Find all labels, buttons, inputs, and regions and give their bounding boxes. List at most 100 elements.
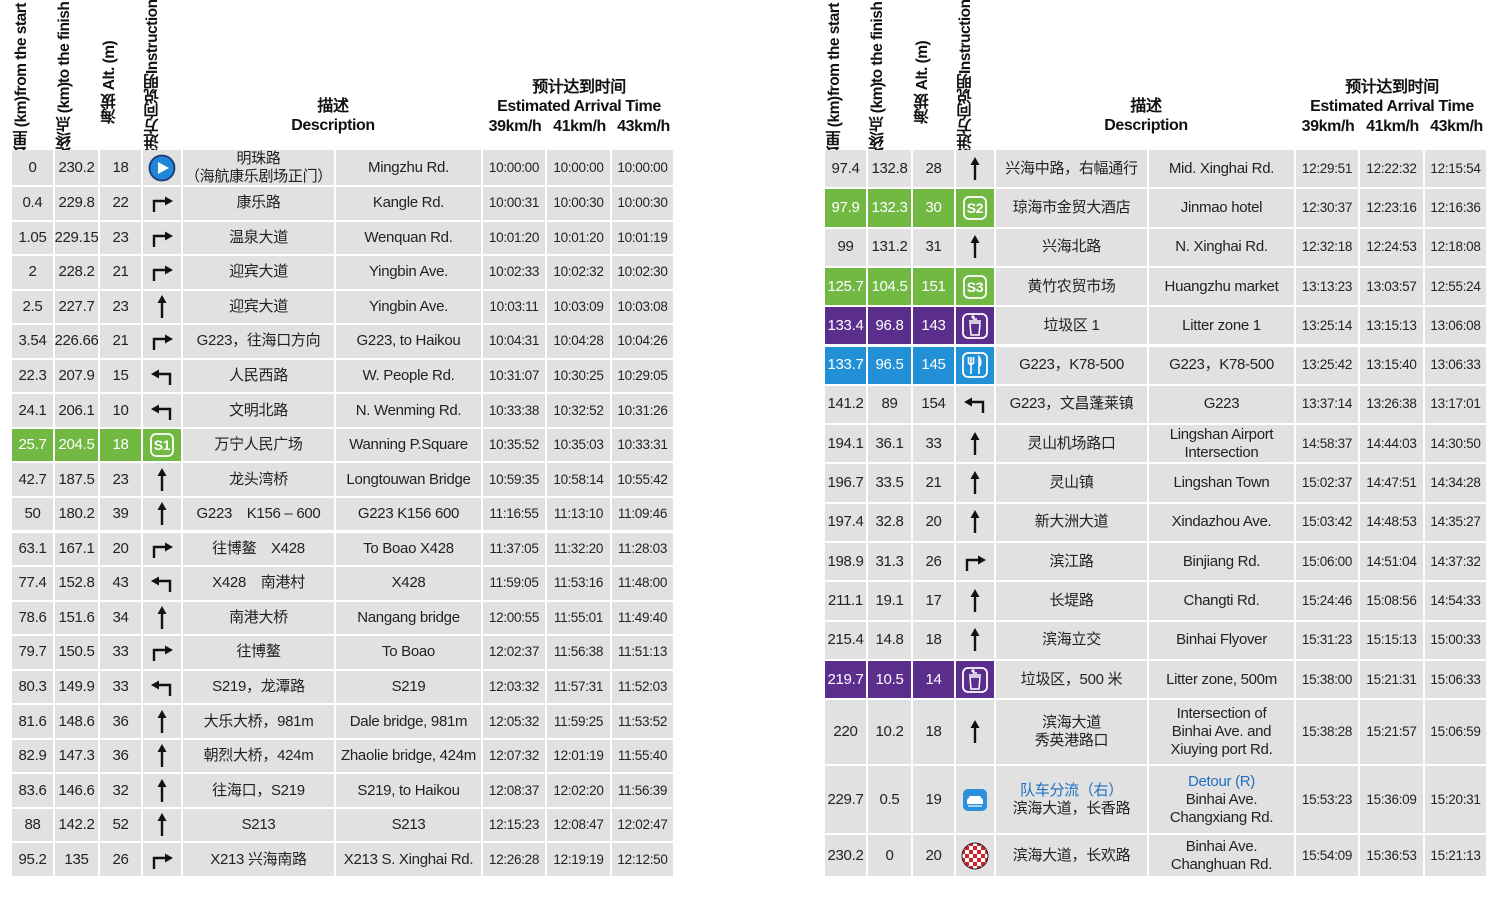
icon-straight xyxy=(970,471,980,495)
alt-cell: 18 xyxy=(913,700,954,765)
description-en-cell: W. People Rd. xyxy=(336,359,481,393)
cell-text: G223 K156 600 xyxy=(357,505,460,523)
arrival-time-cell: 10:32:52 xyxy=(547,394,610,427)
cell-text: 33.5 xyxy=(875,474,904,492)
arrival-time-cell: 14:58:37 xyxy=(1296,425,1358,463)
km-cell: 77.4 xyxy=(12,567,53,600)
cell-text: 15:03:42 xyxy=(1301,514,1353,530)
instruction-cell: S1 xyxy=(143,428,181,462)
km-cell: 63.1 xyxy=(12,532,53,566)
cell-text: 往海口，S219 xyxy=(212,781,305,799)
cell-text: 88 xyxy=(24,816,41,834)
cell-text: 灵山镇 xyxy=(1049,474,1094,492)
cell-text: 36 xyxy=(112,747,129,765)
cell-text: 滨海大道 xyxy=(1042,714,1101,732)
cell-text: 148.6 xyxy=(58,712,95,730)
description-cn-cell: 滨海大道，长欢路 xyxy=(996,835,1147,877)
cell-text: 52 xyxy=(112,816,129,834)
icon-right xyxy=(152,853,173,869)
cell-text: 0.5 xyxy=(879,790,900,808)
description-cn-cell: 滨江路 xyxy=(996,543,1147,581)
km-cell: 78.6 xyxy=(12,601,53,635)
instruction-cell xyxy=(143,187,181,220)
km-cell: 50 xyxy=(12,497,53,531)
arrival-time-cell: 10:59:35 xyxy=(483,463,545,496)
cell-text: 142.2 xyxy=(58,816,95,834)
icon-right xyxy=(152,645,173,662)
alt-cell: 18 xyxy=(100,428,141,462)
cell-text: 19 xyxy=(925,790,942,808)
cell-text: X428 xyxy=(391,574,426,592)
cell-text: 150.5 xyxy=(58,643,95,661)
description-cn-cell: 滨海立交 xyxy=(996,621,1147,659)
cell-text: 43 xyxy=(112,574,129,592)
cell-text: 10:00:31 xyxy=(488,195,540,211)
icon-part xyxy=(165,265,173,275)
cell-text: S219 xyxy=(391,677,426,695)
cell-text: 11:16:55 xyxy=(489,506,539,522)
cell-text: 13:25:42 xyxy=(1301,357,1353,373)
cell-text: 211.1 xyxy=(828,591,863,609)
cell-text: 13:15:40 xyxy=(1366,357,1417,373)
cell-text: 15:06:33 xyxy=(1430,671,1481,687)
icon-straight xyxy=(970,510,980,534)
cell-text: 36.1 xyxy=(875,434,904,452)
cell-text: 82.9 xyxy=(18,747,47,765)
alt-cell: 43 xyxy=(100,567,141,600)
cell-text: Nangang bridge xyxy=(357,608,460,626)
cell-text: 135 xyxy=(64,850,89,868)
to-finish-cell: 229.15 xyxy=(55,221,98,255)
to-finish-cell: 228.2 xyxy=(55,256,98,289)
cell-text: 227.7 xyxy=(58,297,95,315)
arrival-time-cell: 13:06:08 xyxy=(1425,307,1486,345)
arrival-time-cell: 14:44:03 xyxy=(1360,425,1423,463)
arrival-time-cell: 15:06:59 xyxy=(1425,700,1486,765)
icon-straight xyxy=(970,588,980,612)
alt-cell: 23 xyxy=(100,221,141,255)
description-en-cell: To Boao xyxy=(336,636,481,669)
description-cn-cell: 大乐大桥，981m xyxy=(183,705,334,738)
icon-left xyxy=(964,397,985,414)
cell-text: 13:06:08 xyxy=(1430,317,1481,333)
description-cn-cell: 垃圾区 1 xyxy=(996,307,1147,345)
cell-text: 10:00:00 xyxy=(553,159,604,175)
icon-right xyxy=(152,265,173,282)
arrival-time-cell: 11:37:05 xyxy=(483,532,545,566)
speed-header: 43km/h xyxy=(1430,118,1483,135)
cell-text: 12:23:16 xyxy=(1366,199,1417,215)
alt-cell: 23 xyxy=(100,290,141,324)
cell-text: G223 xyxy=(1203,395,1240,413)
icon-part xyxy=(970,628,980,637)
arrival-time-cell: 11:59:25 xyxy=(547,705,610,738)
description-en-cell: S213 xyxy=(336,808,481,842)
cell-text: 96.5 xyxy=(875,356,904,374)
cell-text: 132.3 xyxy=(871,198,908,216)
arrival-time-cell: 12:08:37 xyxy=(483,774,545,807)
alt-cell: 20 xyxy=(913,503,954,541)
cell-text: 23 xyxy=(112,297,129,315)
cell-text: 10:33:31 xyxy=(617,437,668,453)
cell-text: 12:07:32 xyxy=(488,748,540,764)
cell-text: 长堤路 xyxy=(1049,591,1094,609)
cell-text: Intersection of xyxy=(1176,705,1267,723)
cell-text: Wanning P.Square xyxy=(349,436,468,454)
description-cn-cell: 灵山机场路口 xyxy=(996,425,1147,463)
cell-text: N. Wenming Rd. xyxy=(355,401,462,419)
cell-text: 15:24:46 xyxy=(1301,592,1353,608)
cell-text: G223，K78-500 xyxy=(1019,356,1124,374)
arrival-time-cell: 11:56:38 xyxy=(547,636,610,669)
description-en-cell: Zhaolie bridge, 424m xyxy=(336,739,481,773)
cell-text: 朝烈大桥，424m xyxy=(203,747,314,765)
cell-text: 1.05 xyxy=(18,228,47,246)
description-cn-cell: 黄竹农贸市场 xyxy=(996,267,1147,306)
arrival-time-cell: 11:09:46 xyxy=(612,497,673,531)
to-finish-cell: 187.5 xyxy=(55,463,98,496)
cell-text: 13:06:33 xyxy=(1430,357,1481,373)
cell-text: 23 xyxy=(112,470,129,488)
arrival-time-cell: 15:20:31 xyxy=(1425,766,1486,834)
arrival-time-cell: 12:55:24 xyxy=(1425,267,1486,306)
km-cell: 0.4 xyxy=(12,187,53,220)
cell-text: 23 xyxy=(112,228,129,246)
arrival-time-cell: 12:15:23 xyxy=(483,808,545,842)
cell-text: X428 南港村 xyxy=(212,574,305,592)
